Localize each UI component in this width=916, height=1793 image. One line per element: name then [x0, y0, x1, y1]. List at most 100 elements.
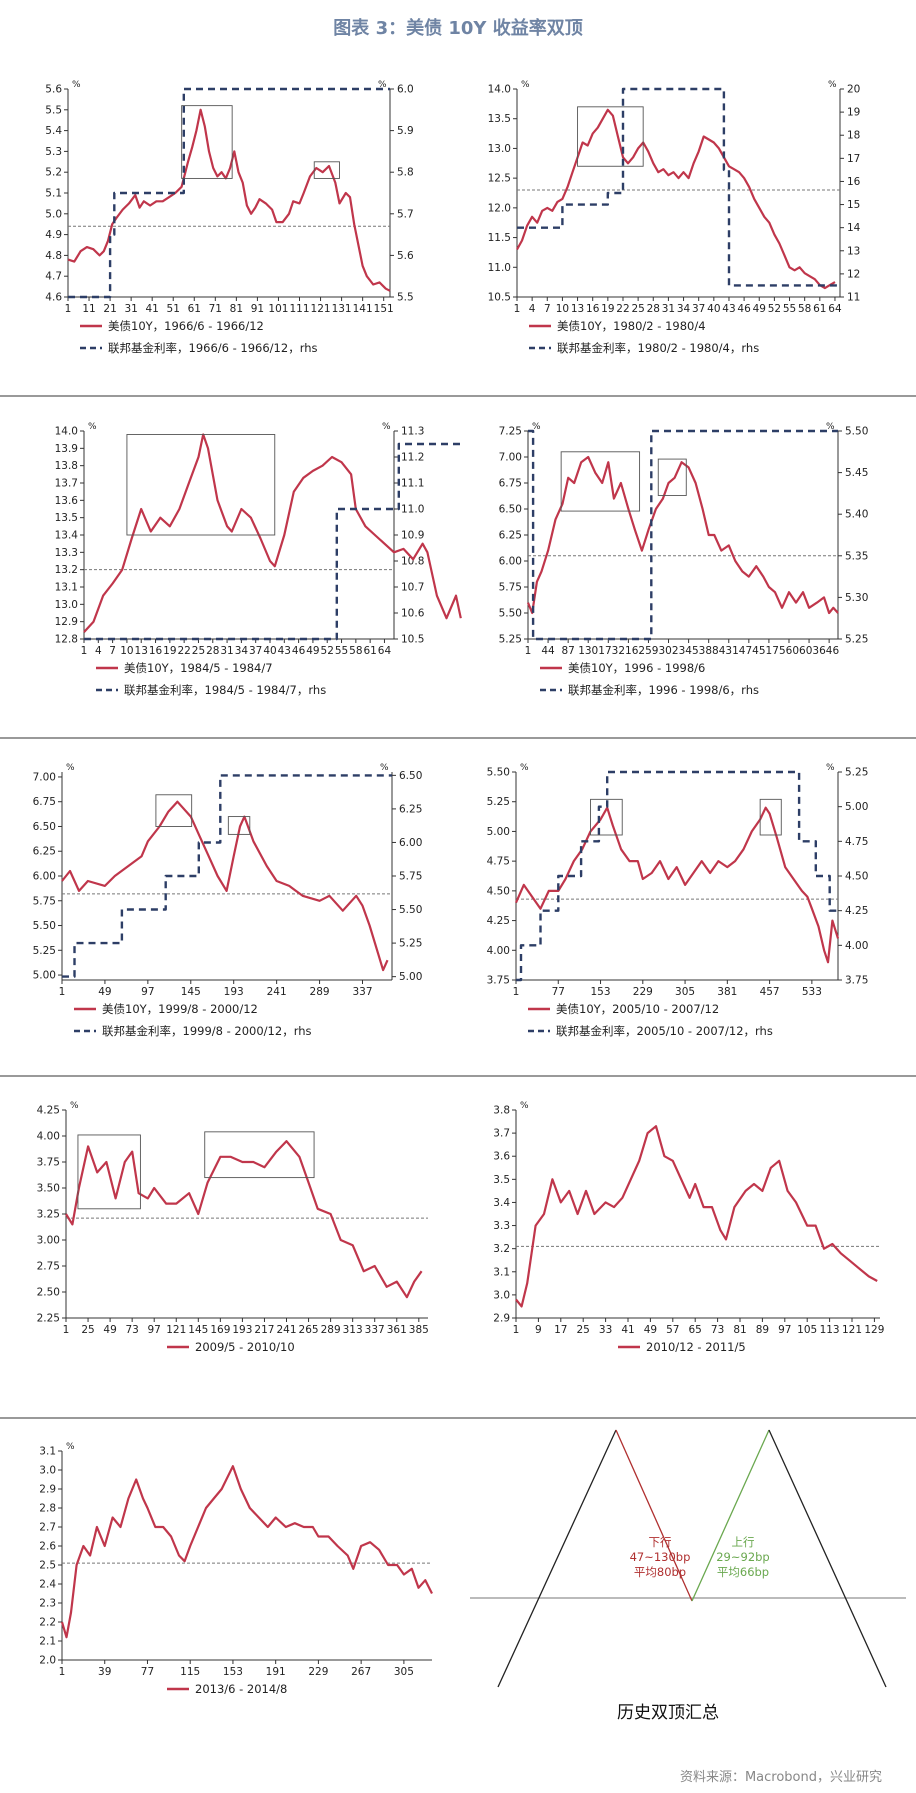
left-tick-label: 11.0	[488, 262, 511, 274]
x-tick-label: 46	[292, 645, 306, 657]
x-tick-label: 229	[308, 1666, 328, 1678]
peak-highlight-box	[657, 458, 687, 496]
x-tick-label: 19	[601, 303, 614, 315]
left-tick-label: 4.6	[45, 292, 62, 304]
peak-highlight-box	[590, 798, 623, 836]
x-tick-label: 43	[722, 303, 735, 315]
left-tick-label: 3.4	[493, 1197, 510, 1209]
left-tick-label: 13.9	[55, 443, 78, 455]
left-tick-label: 5.25	[487, 796, 510, 808]
right-tick-label: 5.25	[399, 938, 422, 950]
peak-highlight-box	[204, 1131, 315, 1179]
x-tick-label: 1	[59, 1666, 66, 1678]
x-tick-label: 145	[181, 986, 201, 998]
treasury-10y-series-line	[526, 455, 839, 615]
treasury-10y-series-line	[60, 1465, 433, 1639]
right-tick-label: 14	[847, 222, 861, 234]
right-unit-label: %	[828, 80, 837, 90]
left-tick-label: 13.1	[55, 582, 78, 594]
x-tick-label: 40	[707, 303, 720, 315]
peak-highlight-box	[155, 794, 193, 827]
right-tick-label: 10.5	[401, 634, 424, 646]
peak-highlight-box	[227, 816, 251, 835]
left-tick-label: 13.5	[488, 113, 511, 125]
left-tick-label: 5.4	[45, 125, 62, 137]
fed-funds-series-line	[62, 774, 392, 978]
x-tick-label: 289	[321, 1324, 341, 1336]
x-tick-label: 64	[828, 303, 842, 315]
left-tick-label: 6.50	[33, 821, 56, 833]
x-tick-label: 28	[647, 303, 660, 315]
x-tick-label: 191	[266, 1666, 286, 1678]
x-tick-label: 89	[756, 1324, 769, 1336]
x-tick-label: 44	[541, 645, 555, 657]
x-tick-label: 131	[332, 303, 352, 315]
summary-up-label: 平均66bp	[717, 1565, 769, 1579]
x-tick-label: 49	[644, 1324, 657, 1336]
x-tick-label: 169	[210, 1324, 230, 1336]
source-note: 资料来源：Macrobond，兴业研究	[679, 1770, 882, 1785]
x-tick-label: 560	[779, 645, 799, 657]
x-tick-label: 101	[268, 303, 288, 315]
x-tick-label: 121	[166, 1324, 186, 1336]
x-tick-label: 1	[513, 986, 520, 998]
x-tick-label: 16	[586, 303, 600, 315]
right-tick-label: 11	[847, 292, 860, 304]
left-tick-label: 5.3	[45, 146, 62, 158]
x-tick-label: 517	[759, 645, 779, 657]
legend-entry: 联邦基金利率，1996 - 1998/6，rhs	[568, 683, 759, 697]
left-tick-label: 3.5	[493, 1174, 510, 1186]
left-tick-label: 3.0	[493, 1289, 510, 1301]
fed-funds-series-line	[84, 442, 461, 641]
x-tick-label: 7	[109, 645, 116, 657]
left-tick-label: 5.25	[499, 634, 522, 646]
right-tick-label: 5.50	[399, 904, 422, 916]
left-tick-label: 6.00	[499, 556, 522, 568]
left-tick-label: 13.6	[55, 495, 79, 507]
left-tick-label: 3.1	[493, 1266, 510, 1278]
x-tick-label: 46	[737, 303, 751, 315]
x-tick-label: 111	[289, 303, 309, 315]
chart-panel-p2013: 2.0 2.1 2.2 2.3 2.4 2.5 2.6 2.7 2.8 2.9 3.0 3.1 % 1 39…	[39, 1442, 433, 1696]
right-tick-label: 5.25	[845, 767, 868, 779]
left-tick-label: 6.75	[33, 796, 56, 808]
x-tick-label: 474	[739, 645, 759, 657]
legend-entry: 2009/5 - 2010/10	[195, 1340, 295, 1354]
right-tick-label: 4.00	[845, 940, 868, 952]
x-tick-label: 25	[192, 645, 205, 657]
x-tick-label: 10	[556, 303, 569, 315]
left-tick-label: 13.4	[55, 530, 79, 542]
right-tick-label: 6.0	[397, 84, 414, 96]
x-tick-label: 73	[125, 1324, 138, 1336]
left-tick-label: 5.25	[33, 945, 56, 957]
chart-panel-p1966: 4.6 4.7 4.8 4.9 5.0 5.1 5.2 5.3 5.4 5.5 5.6 % 5.5 5.6…	[45, 80, 414, 355]
legend-entry: 美债10Y，1996 - 1998/6	[568, 661, 705, 675]
right-tick-label: 5.6	[397, 250, 414, 262]
left-tick-label: 13.0	[55, 599, 78, 611]
left-tick-label: 14.0	[55, 426, 78, 438]
left-tick-label: 5.50	[499, 608, 522, 620]
x-tick-label: 37	[249, 645, 262, 657]
legend-entry: 联邦基金利率，1980/2 - 1980/4，rhs	[557, 341, 759, 355]
summary-title: 历史双顶汇总	[617, 1703, 719, 1723]
left-tick-label: 4.75	[487, 856, 510, 868]
left-tick-label: 6.50	[499, 504, 522, 516]
left-tick-label: 3.75	[37, 1157, 60, 1169]
right-tick-label: 11.0	[401, 504, 424, 516]
summary-down-label: 平均80bp	[634, 1565, 686, 1579]
fed-funds-series-line	[517, 87, 840, 287]
left-unit-label: %	[532, 422, 541, 432]
right-tick-label: 10.9	[401, 530, 424, 542]
left-unit-label: %	[88, 422, 97, 432]
left-tick-label: 6.25	[33, 846, 56, 858]
treasury-10y-series-line	[514, 806, 840, 964]
left-tick-label: 2.6	[39, 1541, 56, 1553]
left-unit-label: %	[66, 1442, 75, 1452]
right-tick-label: 6.00	[399, 837, 422, 849]
left-unit-label: %	[520, 1101, 529, 1111]
right-tick-label: 4.25	[845, 905, 868, 917]
x-tick-label: 58	[798, 303, 811, 315]
left-tick-label: 3.2	[493, 1243, 510, 1255]
left-tick-label: 6.25	[499, 530, 522, 542]
